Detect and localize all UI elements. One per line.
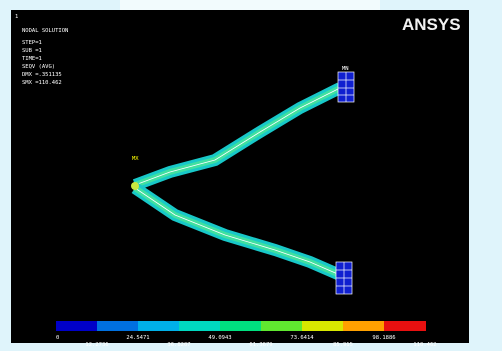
ansys-logo: ANSYS bbox=[402, 15, 461, 34]
lower-support bbox=[336, 262, 352, 294]
legend-label: 12.2736 bbox=[85, 342, 108, 348]
color-band bbox=[302, 321, 343, 331]
tip bbox=[131, 182, 139, 190]
legend-label: 98.1886 bbox=[372, 335, 395, 341]
color-band bbox=[97, 321, 138, 331]
color-band bbox=[261, 321, 302, 331]
graphics-area bbox=[11, 10, 469, 343]
legend-label: 24.5471 bbox=[126, 335, 149, 341]
legend-label: 61.3679 bbox=[249, 342, 272, 348]
info-line: TIME=1 bbox=[22, 56, 42, 62]
ansys-screen: 1 NODAL SOLUTION STEP=1 SUB =1 TIME=1 SEQV … bbox=[0, 0, 502, 351]
legend-label: 85.915 bbox=[333, 342, 353, 348]
upper-support bbox=[338, 72, 354, 102]
color-band bbox=[384, 321, 426, 331]
info-line: SMX =110.462 bbox=[22, 80, 62, 86]
node-label: MN bbox=[342, 66, 349, 72]
page: 1 NODAL SOLUTION STEP=1 SUB =1 TIME=1 SEQV … bbox=[0, 0, 502, 351]
color-band bbox=[56, 321, 97, 331]
color-bar bbox=[56, 321, 426, 331]
color-band bbox=[343, 321, 384, 331]
color-band bbox=[138, 321, 179, 331]
info-line: SEQV (AVG) bbox=[22, 64, 55, 70]
legend-label: 0 bbox=[56, 335, 59, 341]
legend-label: 49.0943 bbox=[208, 335, 231, 341]
info-line: SUB =1 bbox=[22, 48, 42, 54]
legend-label: 110.462 bbox=[413, 342, 436, 348]
plot-title: NODAL SOLUTION bbox=[22, 28, 68, 34]
legend-label: 36.8207 bbox=[167, 342, 190, 348]
window-number: 1 bbox=[15, 14, 18, 20]
top-strip bbox=[120, 0, 380, 10]
color-band bbox=[179, 321, 220, 331]
min-label: MX bbox=[132, 156, 139, 162]
info-line: DMX =.351135 bbox=[22, 72, 62, 78]
legend-label: 73.6414 bbox=[290, 335, 314, 341]
info-line: STEP=1 bbox=[22, 40, 42, 46]
color-band bbox=[220, 321, 261, 331]
